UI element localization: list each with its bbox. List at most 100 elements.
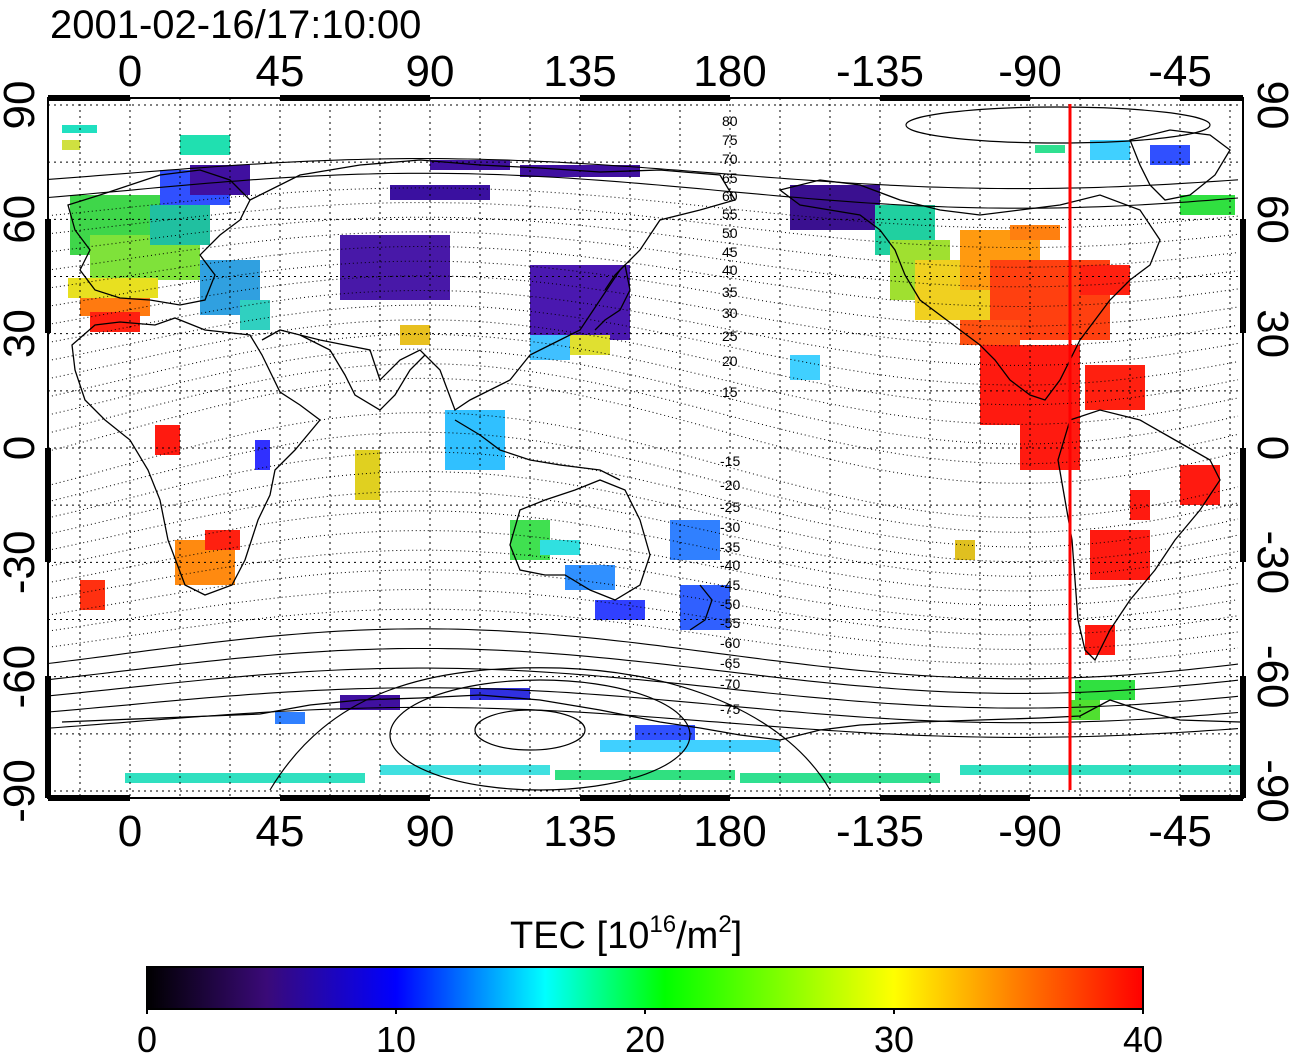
tec-cell [62, 140, 80, 150]
tec-cell [1035, 145, 1065, 153]
coastline-asia [249, 159, 736, 411]
bottom-tick-label: 45 [256, 807, 305, 856]
contour-number-label: 75 [722, 132, 738, 148]
mag-contour [48, 647, 1239, 694]
tec-cell [400, 325, 430, 345]
contour-number-label: 40 [722, 262, 738, 278]
coastlines [61, 129, 1241, 741]
contour-number-label: 55 [722, 206, 738, 222]
tec-cell [1085, 365, 1145, 410]
top-tick-label: -90 [998, 47, 1062, 96]
bottom-tick-label: 0 [118, 807, 142, 856]
contour-number-label: -25 [720, 499, 740, 515]
mag-contour [48, 319, 1239, 406]
left-tick-label: -90 [0, 759, 44, 823]
mag-contour [48, 260, 1239, 327]
contour-number-label: -65 [720, 655, 740, 671]
axis-bar-top [1180, 95, 1243, 101]
tec-cell [355, 450, 380, 500]
tec-cell [565, 565, 615, 590]
bottom-tick-label: 180 [693, 807, 766, 856]
colorbar-tick-label: 10 [376, 1019, 416, 1057]
tec-cell [540, 540, 580, 555]
tec-cell [255, 440, 270, 470]
tec-cell [570, 335, 610, 355]
mag-contour [48, 589, 1239, 650]
mag-contour [48, 530, 1239, 606]
mag-contour [48, 549, 1239, 621]
tec-cell [1075, 680, 1135, 700]
contour-number-label: -60 [720, 635, 740, 651]
mag-contour [48, 608, 1239, 665]
tec-cell [68, 278, 158, 298]
colorbar-label: TEC [1016/m2] [510, 911, 742, 957]
tec-cell [180, 135, 230, 155]
left-tick-label: 0 [0, 436, 44, 460]
tec-cell [205, 530, 240, 550]
tec-cell [670, 520, 720, 560]
left-tick-label: 90 [0, 81, 44, 130]
contour-number-label: 70 [722, 151, 738, 167]
top-tick-label: -45 [1148, 47, 1212, 96]
tec-cell [275, 712, 305, 724]
contour-number-label: 80 [722, 113, 738, 129]
mag-contour [48, 363, 1239, 465]
axis-bar-bottom [1180, 795, 1243, 801]
contour-number-label: 20 [722, 353, 738, 369]
tec-cell [1180, 195, 1235, 215]
bottom-tick-label: -135 [836, 807, 924, 856]
mag-contour [48, 216, 1239, 268]
coastline-greenland [1129, 129, 1231, 201]
tec-cell [530, 335, 570, 360]
tec-cell [1070, 700, 1100, 720]
left-tick-label: -60 [0, 645, 44, 709]
top-tick-label: 180 [693, 47, 766, 96]
axis-bar-bottom [48, 795, 130, 801]
top-tick-label: -135 [836, 47, 924, 96]
axis-bar-bottom [280, 795, 430, 801]
axis-bar-left [45, 219, 51, 333]
contour-number-label: 60 [722, 188, 738, 204]
left-tick-label: 30 [0, 309, 44, 358]
colorbar-ticks: 0 10 20 30 40 [137, 1009, 1163, 1057]
tec-cell [155, 425, 180, 455]
axis-bar-right [1240, 676, 1246, 798]
mag-contour [48, 706, 1239, 738]
contour-number-label: 50 [722, 225, 738, 241]
mag-contour [48, 628, 1239, 680]
tec-cell [390, 185, 490, 200]
tec-cell [960, 765, 1240, 775]
right-tick-label: 30 [1248, 309, 1292, 358]
tec-cell [960, 320, 1020, 345]
tec-cell [955, 540, 975, 560]
coastline-new-zealand [689, 584, 713, 631]
timestamp-title: 2001-02-16/17:10:00 [50, 3, 421, 47]
world-map [45, 95, 1246, 801]
mag-contour [48, 231, 1239, 288]
tec-cell [125, 773, 365, 783]
mag-contour [48, 187, 1239, 229]
tec-cell [680, 585, 730, 630]
axis-bar-left [45, 676, 51, 798]
colorbar-tick-label: 40 [1123, 1019, 1163, 1057]
contour-number-label: -20 [720, 477, 740, 493]
contour-number-label: -40 [720, 557, 740, 573]
colorbar-gradient [146, 966, 1144, 1010]
mag-contour [48, 490, 1239, 577]
coastline-africa [71, 317, 321, 596]
right-tick-label: 60 [1248, 195, 1292, 244]
contour-number-label: 35 [722, 284, 738, 300]
contour-number-label: -70 [720, 676, 740, 692]
top-tick-label: 90 [406, 47, 455, 96]
axis-bar-left [45, 448, 51, 562]
right-tick-label: -30 [1248, 531, 1292, 595]
mag-contour [48, 569, 1239, 636]
tec-cell [595, 600, 645, 620]
right-tick-label: -60 [1248, 645, 1292, 709]
left-tick-label: -30 [0, 531, 44, 595]
contour-number-label: -75 [720, 701, 740, 717]
tec-cell [1080, 265, 1130, 295]
contour-number-label: 25 [722, 328, 738, 344]
tec-cell [1180, 465, 1220, 505]
